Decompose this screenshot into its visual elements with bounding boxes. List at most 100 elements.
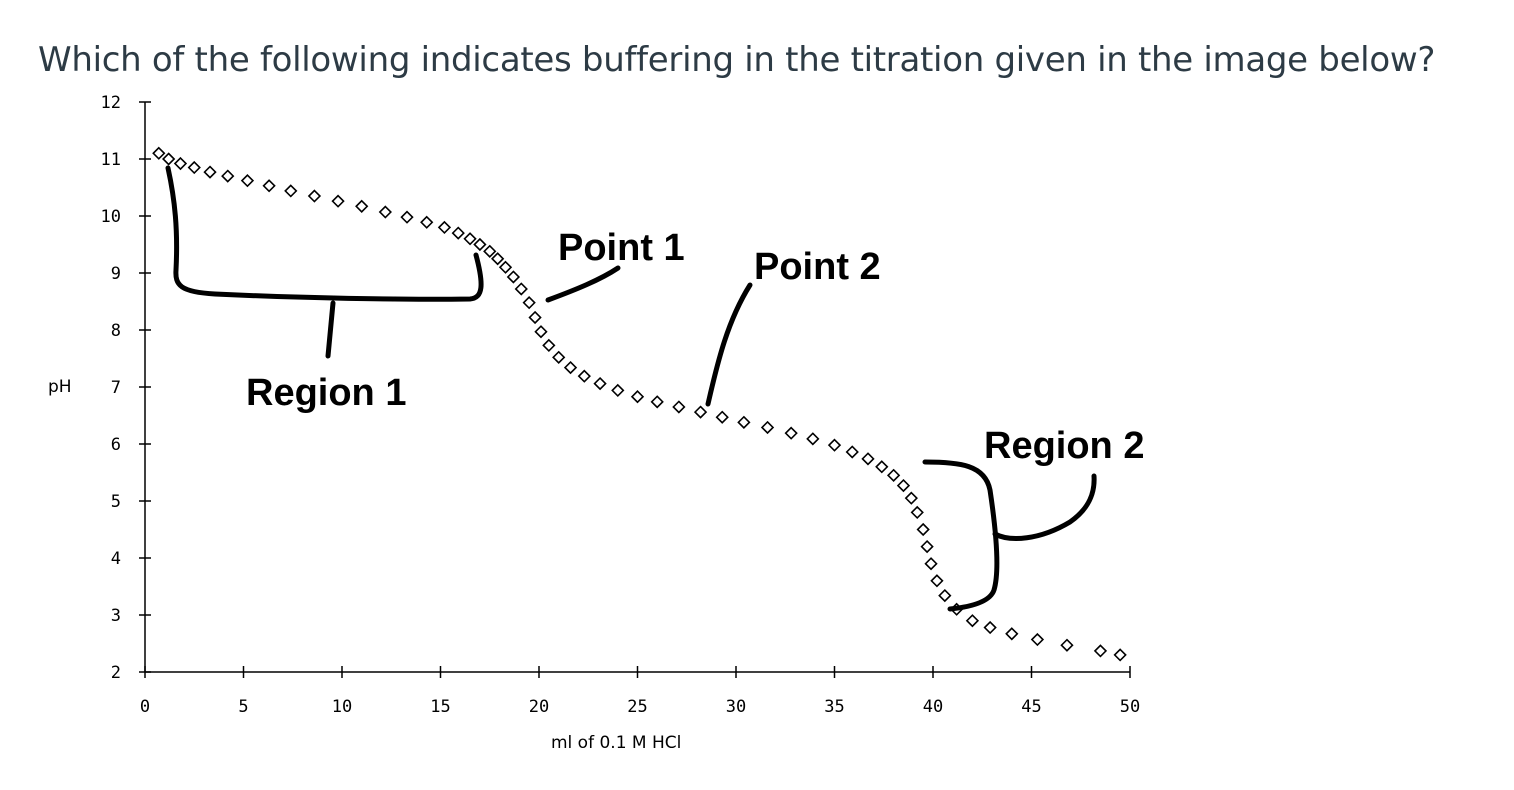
point-2-label: Point 2 [754, 246, 881, 288]
x-tick-label: 15 [430, 697, 450, 717]
data-point [896, 478, 911, 493]
data-point [910, 505, 924, 520]
data-point [552, 350, 566, 364]
data-point [577, 369, 591, 383]
x-tick-label: 10 [332, 697, 352, 717]
data-point [983, 620, 997, 635]
data-point [861, 452, 875, 466]
y-tick-label: 9 [111, 264, 121, 284]
data-point [916, 522, 930, 537]
data-point [522, 296, 536, 310]
y-tick-label: 11 [101, 150, 121, 170]
data-point [152, 146, 166, 160]
data-points [152, 146, 1127, 662]
data-point [378, 205, 392, 219]
data-point [463, 232, 477, 246]
data-point [737, 415, 751, 429]
data-point [173, 156, 188, 171]
x-ticks: 0 5 10 15 20 25 30 35 40 45 50 [140, 666, 1140, 717]
data-point [240, 174, 255, 188]
data-point [806, 432, 820, 446]
data-point [920, 539, 934, 554]
x-tick-label: 35 [824, 697, 844, 717]
data-point [845, 445, 859, 459]
data-point [437, 220, 452, 235]
data-point [650, 395, 664, 409]
y-tick-label: 2 [111, 663, 121, 683]
data-point [514, 282, 528, 296]
x-tick-label: 50 [1120, 697, 1140, 717]
y-tick-label: 10 [101, 207, 121, 227]
data-point [930, 574, 944, 588]
data-point [715, 410, 729, 424]
point-2-pointer [705, 282, 753, 407]
point-1-label: Point 1 [558, 227, 685, 269]
y-tick-label: 7 [111, 378, 121, 398]
data-point [924, 557, 938, 571]
question-text: Which of the following indicates bufferi… [38, 40, 1436, 80]
data-point [693, 405, 708, 419]
data-point [490, 252, 505, 266]
data-point [187, 160, 201, 175]
data-point [1060, 638, 1074, 652]
data-point [331, 194, 345, 208]
x-tick-label: 25 [627, 697, 647, 717]
region-2-pointer [992, 473, 1097, 541]
data-point [760, 420, 775, 435]
data-point [630, 390, 645, 404]
data-point [938, 588, 952, 603]
data-point [473, 237, 487, 252]
data-point [506, 270, 521, 284]
data-point [1113, 648, 1127, 662]
data-point [420, 215, 434, 229]
x-tick-label: 40 [923, 697, 943, 717]
data-point [528, 310, 542, 325]
data-point [534, 325, 548, 339]
data-point [904, 491, 918, 505]
data-point [262, 179, 276, 193]
region-1-label: Region 1 [246, 372, 406, 414]
data-point [542, 338, 556, 353]
data-point [875, 460, 889, 474]
data-point [593, 376, 607, 391]
data-point [827, 438, 842, 452]
y-tick-label: 6 [111, 435, 121, 455]
y-ticks: 2 3 4 5 6 7 8 9 10 11 12 [101, 93, 151, 683]
data-point [284, 184, 298, 198]
x-tick-label: 20 [529, 697, 549, 717]
y-tick-label: 12 [101, 93, 121, 113]
data-point [563, 360, 578, 375]
data-point [965, 614, 980, 628]
y-tick-label: 8 [111, 321, 121, 341]
region-2-bracket [922, 459, 1000, 612]
region-1-pointer [325, 300, 336, 359]
data-point [1093, 644, 1108, 658]
data-point [1030, 632, 1045, 647]
data-point [307, 189, 322, 203]
region-1-bracket [165, 165, 484, 302]
data-point [1005, 627, 1019, 641]
x-tick-label: 45 [1021, 697, 1041, 717]
y-tick-label: 4 [111, 549, 121, 569]
data-point [203, 165, 217, 179]
point-1-pointer [545, 265, 621, 303]
data-point [886, 468, 901, 482]
x-tick-label: 0 [140, 697, 150, 717]
data-point [451, 226, 465, 240]
data-point [672, 400, 686, 414]
data-point [355, 199, 369, 213]
y-axis-label: pH [48, 377, 72, 397]
data-point [221, 169, 235, 183]
x-tick-label: 30 [726, 697, 746, 717]
y-tick-label: 3 [111, 606, 121, 626]
data-point [784, 426, 798, 440]
data-point [400, 210, 414, 224]
x-tick-label: 5 [238, 697, 248, 717]
region-2-label: Region 2 [984, 425, 1144, 467]
data-point [611, 383, 625, 398]
data-point [498, 260, 513, 274]
y-tick-label: 5 [111, 492, 121, 512]
annotations: Region 1 Point 1 Point 2 Region 2 [165, 165, 1144, 612]
